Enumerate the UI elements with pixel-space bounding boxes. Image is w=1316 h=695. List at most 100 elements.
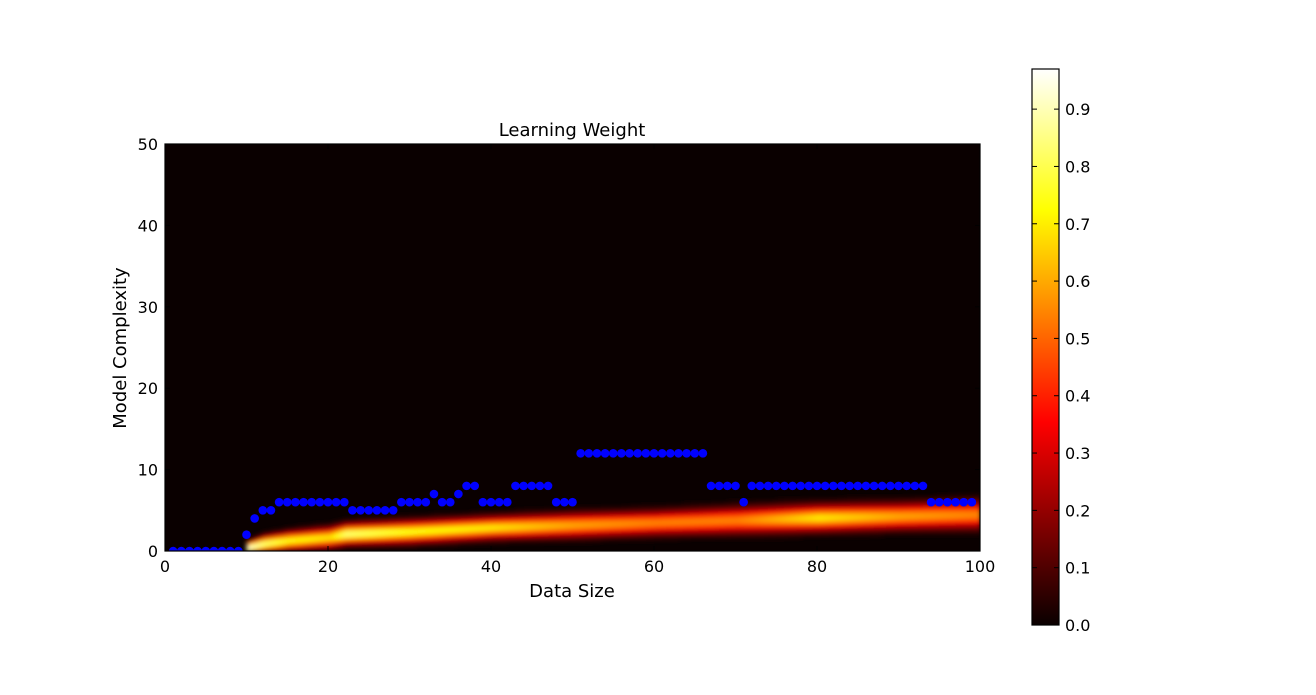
scatter-point [372, 506, 382, 515]
heatmap-cell [568, 516, 574, 520]
heatmap-cell [356, 536, 362, 540]
heatmap-cell [759, 502, 765, 505]
heatmap-cell [568, 538, 574, 542]
heatmap-cell [478, 536, 484, 540]
heatmap-cell [307, 548, 313, 551]
heatmap-cell [788, 536, 794, 540]
heatmap-cell [821, 510, 826, 513]
heatmap-cell [311, 540, 317, 544]
heatmap-cell [890, 532, 896, 536]
heatmap-cell [829, 508, 834, 511]
heatmap-cell [364, 538, 370, 542]
heatmap-cell [715, 526, 720, 530]
heatmap-cell [755, 518, 761, 522]
heatmap-cell [503, 516, 508, 520]
heatmap-cell [368, 534, 374, 538]
heatmap-cell [821, 526, 826, 530]
heatmap-cell [682, 502, 688, 505]
heatmap-cell [796, 518, 802, 522]
heatmap-cell [788, 510, 794, 513]
heatmap-cell [466, 534, 472, 538]
heatmap-cell [352, 536, 358, 540]
heatmap-cell [780, 536, 785, 540]
heatmap-cell [641, 518, 647, 522]
heatmap-cell [429, 516, 435, 520]
heatmap-cell [413, 524, 419, 528]
heatmap-cell [360, 530, 366, 534]
heatmap-cell [523, 526, 529, 530]
heatmap-cell [759, 518, 765, 522]
heatmap-cell [751, 508, 757, 511]
heatmap-cell [315, 536, 321, 540]
heatmap-cell [788, 514, 794, 517]
heatmap-cell [751, 522, 757, 526]
heatmap-cell [360, 534, 366, 538]
heatmap-cell [943, 530, 948, 534]
heatmap-cell [584, 506, 590, 509]
heatmap-cell [295, 542, 301, 546]
heatmap-cell [723, 532, 728, 536]
heatmap-cell [633, 528, 639, 532]
scatter-point [405, 497, 414, 507]
heatmap-cell [759, 500, 765, 503]
heatmap-cell [935, 510, 940, 513]
heatmap-cell [658, 508, 663, 511]
heatmap-cell [796, 508, 802, 511]
heatmap-cell [421, 540, 427, 544]
heatmap-cell [706, 514, 712, 517]
heatmap-cell [817, 528, 822, 532]
heatmap-cell [450, 522, 455, 526]
heatmap-cell [417, 530, 423, 534]
heatmap-cell [511, 516, 517, 520]
heatmap-cell [515, 534, 521, 538]
heatmap-cell [869, 510, 875, 513]
heatmap-cell [706, 524, 712, 528]
heatmap-cell [523, 538, 529, 542]
heatmap-cell [458, 522, 464, 526]
heatmap-cell [266, 544, 272, 548]
heatmap-cell [397, 536, 402, 540]
heatmap-cell [352, 544, 358, 548]
heatmap-cell [380, 528, 386, 532]
heatmap-cell [340, 526, 345, 530]
heatmap-cell [698, 508, 704, 511]
heatmap-cell [621, 508, 627, 511]
heatmap-cell [690, 534, 696, 538]
heatmap-cell [495, 530, 500, 534]
heatmap-cell [825, 520, 830, 524]
heatmap-cell [368, 542, 374, 546]
heatmap-cell [939, 518, 944, 522]
heatmap-cell [804, 528, 810, 532]
heatmap-cell [833, 514, 838, 517]
heatmap-cell [902, 514, 908, 517]
heatmap-cell [429, 522, 435, 526]
heatmap-cell [336, 524, 341, 528]
heatmap-cell [328, 526, 333, 530]
heatmap-cell [698, 512, 704, 515]
heatmap-cell [503, 532, 508, 536]
heatmap-cell [466, 518, 472, 522]
heatmap-cell [637, 508, 643, 511]
heatmap-cell [841, 524, 847, 528]
heatmap-cell [715, 514, 720, 517]
heatmap-cell [279, 530, 284, 534]
heatmap-cell [641, 524, 647, 528]
heatmap-cell [401, 522, 407, 526]
heatmap-cell [719, 514, 724, 517]
heatmap-cell [739, 534, 745, 538]
heatmap-cell [283, 526, 288, 530]
heatmap-cell [874, 500, 879, 503]
colorbar-tick-label: 0.8 [1065, 157, 1090, 176]
heatmap-cell [698, 534, 704, 538]
heatmap-cell [723, 508, 728, 511]
heatmap-cell [315, 522, 321, 526]
heatmap-cell [666, 504, 671, 507]
heatmap-cell [788, 500, 794, 503]
heatmap-cell [764, 524, 769, 528]
heatmap-cell [882, 508, 887, 511]
heatmap-cell [869, 512, 875, 515]
heatmap-cell [372, 522, 378, 526]
heatmap-cell [772, 500, 777, 503]
heatmap-cell [678, 528, 684, 532]
